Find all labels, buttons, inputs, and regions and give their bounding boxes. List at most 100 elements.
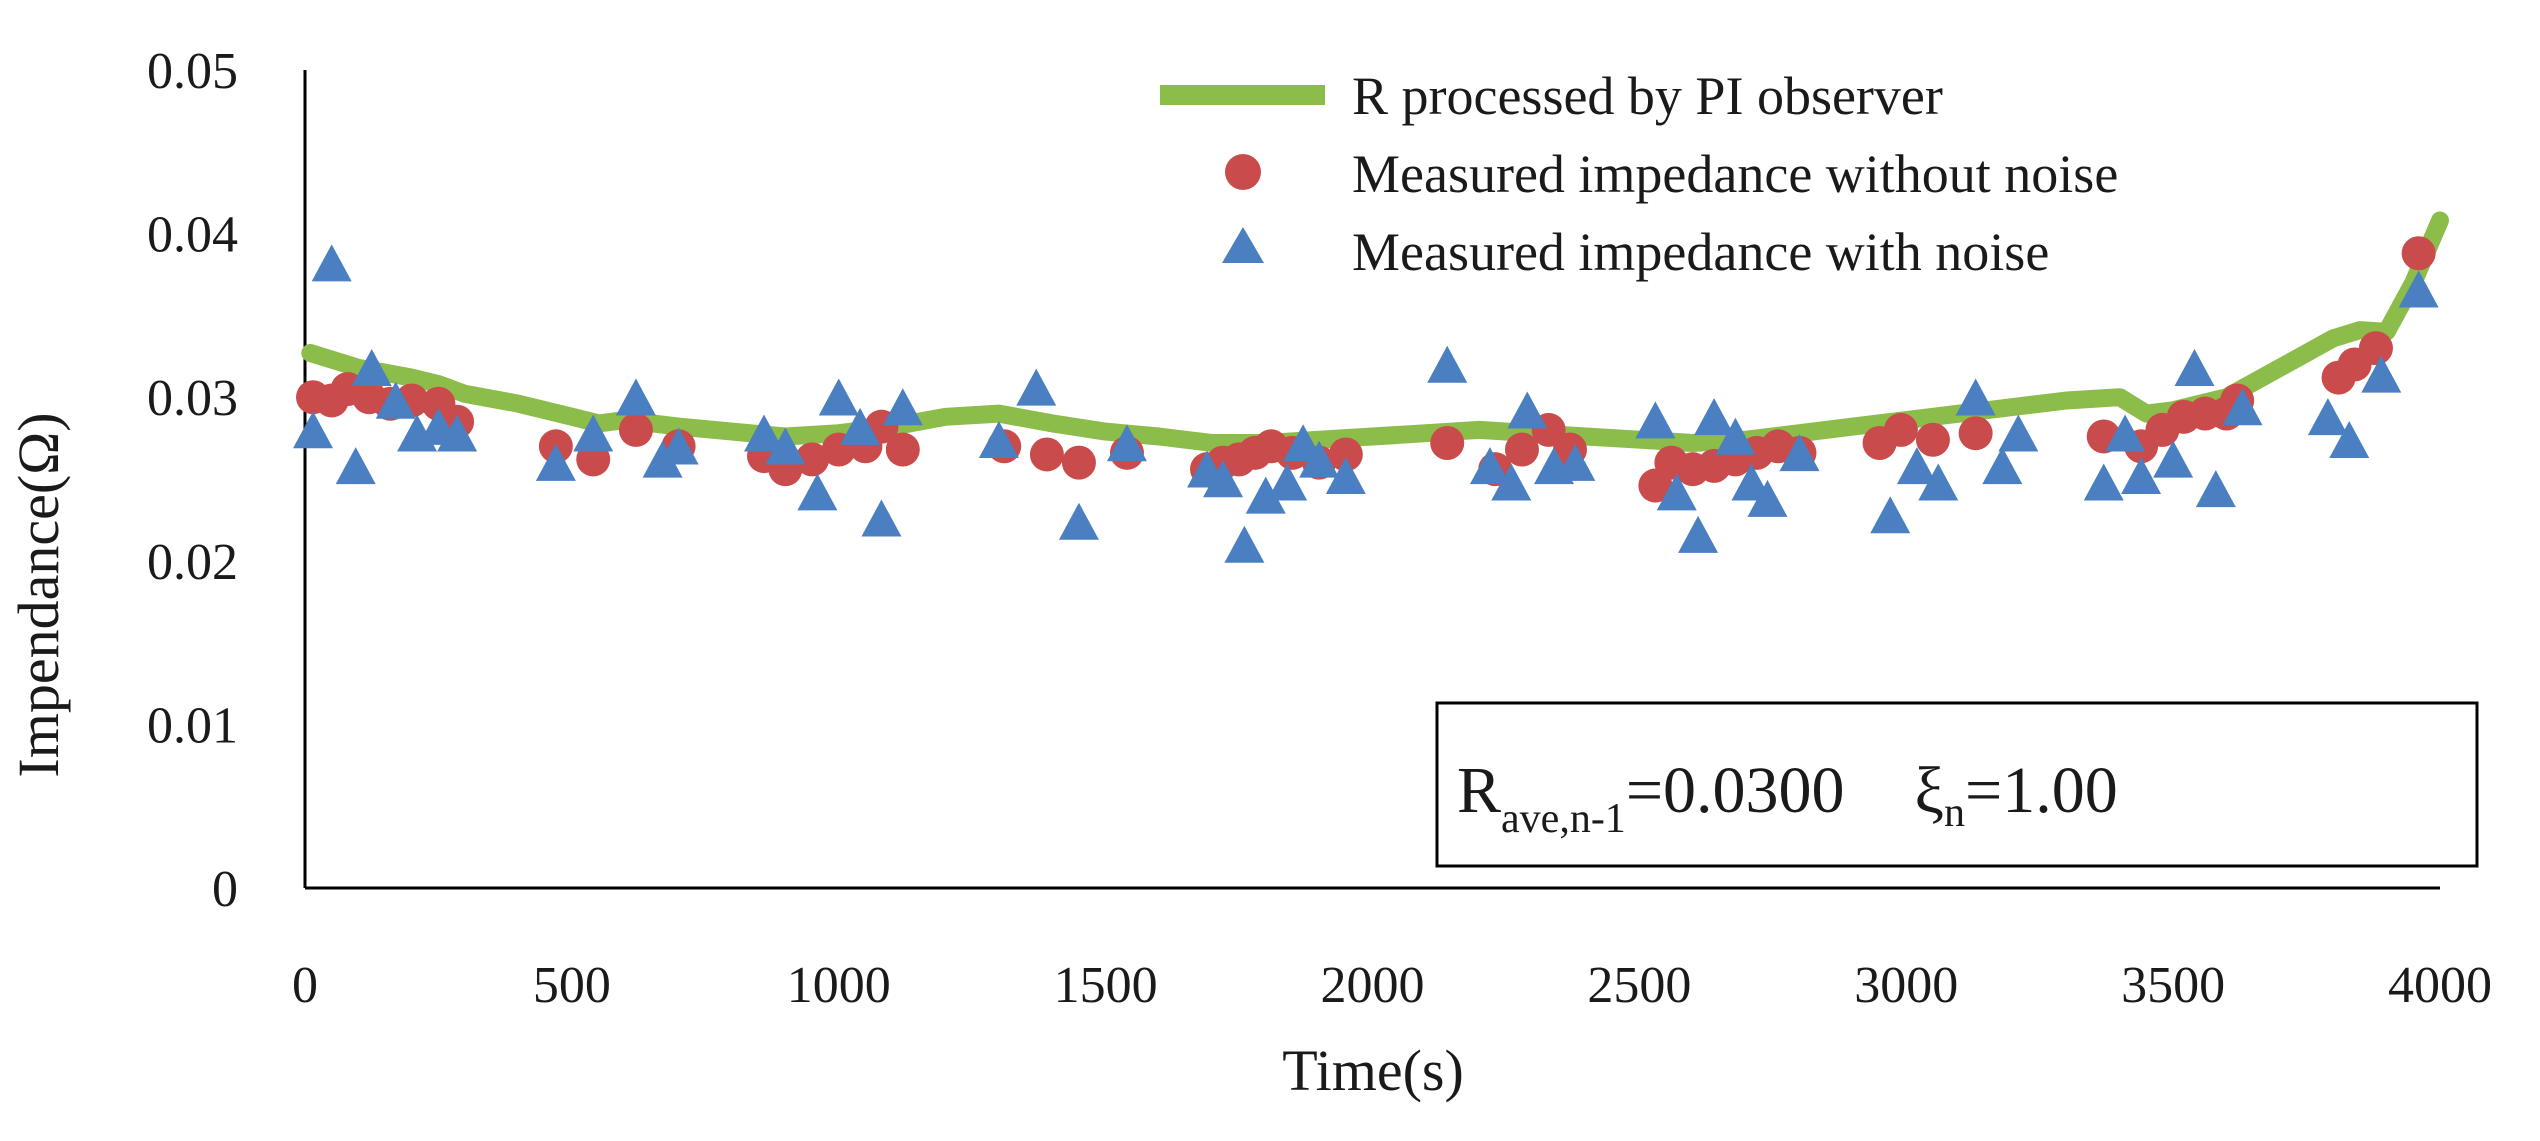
data-point-triangle (797, 473, 838, 511)
data-point-triangle (1998, 414, 2039, 452)
data-point-triangle (375, 381, 416, 419)
x-tick-label: 500 (533, 957, 611, 1014)
data-point-triangle (1656, 473, 1697, 511)
data-point-triangle (1106, 424, 1147, 462)
data-point-triangle (2105, 414, 2146, 452)
x-axis-title: Time(s) (1282, 1038, 1464, 1103)
data-point-triangle (293, 411, 334, 449)
data-point-triangle (2153, 440, 2194, 478)
data-point-triangle (1678, 515, 1719, 553)
data-point-triangle (1491, 463, 1532, 501)
data-point-triangle (1267, 463, 1308, 501)
legend-label-without-noise: Measured impedance without noise (1352, 144, 2118, 204)
data-point-triangle (2329, 421, 2370, 459)
data-point-triangle (2398, 270, 2439, 308)
data-point-triangle (1427, 345, 1468, 383)
legend-label-pi-observer: R processed by PI observer (1352, 66, 1943, 126)
annotation-box: Rave,n-1=0.0300 ξn=1.00 (1435, 701, 2479, 868)
data-point-triangle (1224, 525, 1265, 563)
data-point-triangle (615, 378, 656, 416)
data-point-circle (2358, 331, 2393, 366)
data-point-triangle (351, 349, 392, 387)
data-point-circle (1504, 432, 1539, 467)
data-point-triangle (2121, 457, 2162, 494)
annotation-xi-value: =1.00 (1965, 754, 2118, 827)
annotation-xi-symbol: ξ (1915, 754, 1944, 827)
data-point-triangle (1058, 502, 1099, 540)
data-point-triangle (818, 378, 859, 416)
data-point-triangle (1715, 417, 1756, 455)
data-point-triangle (2083, 463, 2124, 501)
data-point-circle (795, 442, 830, 477)
data-point-triangle (335, 447, 376, 485)
data-point-triangle (1694, 398, 1735, 436)
data-point-circle (885, 432, 920, 467)
data-point-triangle (978, 421, 1019, 459)
data-point-circle (1328, 437, 1363, 472)
y-tick-label: 0.03 (147, 370, 238, 427)
data-point-circle (1958, 416, 1993, 451)
data-point-triangle (1203, 460, 1244, 498)
legend: R processed by PI observer Measured impe… (1160, 66, 2118, 282)
data-point-triangle (2174, 349, 2215, 387)
data-point-triangle (840, 407, 881, 445)
data-point-triangle (1325, 457, 1366, 494)
data-point-triangle (437, 414, 478, 452)
data-point-circle (1029, 437, 1064, 472)
x-tick-label: 3500 (2121, 957, 2225, 1014)
legend-swatch-circle (1225, 154, 1261, 190)
data-point-triangle (882, 388, 923, 426)
data-point-triangle (2307, 398, 2348, 436)
annotation-r-subscript: ave,n-1 (1501, 796, 1626, 842)
data-point-circle (1915, 422, 1950, 457)
series-line-pi-observer (301, 211, 2449, 452)
annotation-text: Rave,n-1=0.0300 ξn=1.00 (1457, 754, 2118, 842)
x-tick-label: 3000 (1854, 957, 1958, 1014)
data-point-triangle (2195, 470, 2236, 508)
data-point-triangle (1555, 443, 1596, 481)
x-tick-label: 2000 (1321, 957, 1425, 1014)
data-point-triangle (1635, 401, 1676, 439)
data-point-triangle (658, 427, 699, 465)
data-point-triangle (1918, 463, 1959, 501)
data-point-triangle (1870, 496, 1911, 534)
annotation-border (1435, 701, 2479, 868)
annotation-r-value: =0.0300 (1626, 754, 1845, 827)
x-tick-label: 1000 (787, 957, 891, 1014)
data-point-triangle (1747, 479, 1788, 517)
axes (303, 70, 2440, 890)
data-point-triangle (1469, 447, 1510, 485)
data-point-triangle (744, 414, 785, 452)
data-point-triangle (535, 443, 576, 481)
data-point-triangle (2222, 388, 2263, 426)
data-point-triangle (1507, 391, 1548, 429)
legend-label-with-noise: Measured impedance with noise (1352, 222, 2049, 282)
data-point-triangle (2361, 355, 2402, 393)
data-point-triangle (1245, 476, 1286, 514)
annotation-xi-subscript: n (1944, 790, 1965, 836)
data-point-circle (1430, 426, 1465, 461)
y-axis-title: Impendance(Ω) (6, 412, 71, 777)
y-tick-label: 0.05 (147, 43, 238, 100)
series-triangles-with-noise (293, 244, 2439, 563)
data-point-circle (1883, 412, 1918, 447)
x-tick-label: 2500 (1587, 957, 1691, 1014)
data-point-circle (1061, 445, 1096, 480)
data-point-triangle (311, 244, 352, 282)
data-point-triangle (1779, 434, 1820, 472)
annotation-r-symbol: R (1457, 754, 1501, 827)
data-point-triangle (765, 427, 806, 465)
data-point-circle (618, 412, 653, 447)
x-tick-label: 0 (292, 957, 318, 1014)
data-point-triangle (1016, 368, 1057, 406)
plot-area (293, 211, 2449, 563)
y-tick-label: 0.01 (147, 697, 238, 754)
x-tick-label: 4000 (2388, 957, 2492, 1014)
x-tick-labels: 0 500 1000 1500 2000 2500 3000 3500 4000 (292, 957, 2492, 1014)
data-point-circle (2401, 236, 2436, 271)
data-point-triangle (861, 499, 902, 537)
data-point-triangle (1982, 447, 2023, 485)
y-tick-labels: 0 0.01 0.02 0.03 0.04 0.05 (147, 43, 238, 918)
y-tick-label: 0.02 (147, 534, 238, 591)
